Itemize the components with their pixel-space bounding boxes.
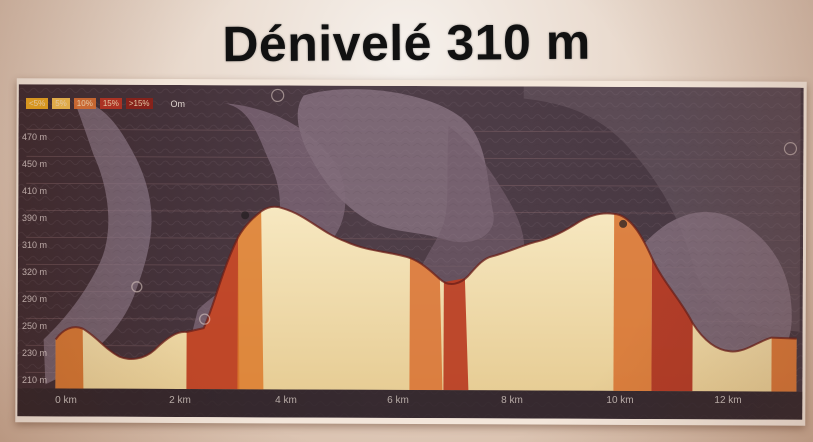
legend-chip-10: 10%	[73, 98, 96, 109]
y-tick-label: 390 m	[22, 213, 48, 223]
y-tick-label: 470 m	[22, 132, 48, 142]
x-tick-label: 8 km	[501, 395, 523, 406]
elevation-title: Dénivelé 310 m	[222, 13, 591, 73]
x-tick-label: 6 km	[387, 395, 409, 406]
slope-legend: <5% 5% 10% 15% >15% Om	[26, 98, 185, 109]
legend-chip-under-5: <5%	[26, 98, 49, 109]
y-axis-labels: 470 m 450 m 410 m 390 m 310 m 320 m 290 …	[20, 112, 54, 385]
y-tick-label: 290 m	[22, 294, 48, 304]
y-tick-label: 230 m	[22, 348, 48, 358]
x-tick-label: 12 km	[714, 395, 742, 406]
y-tick-label: 410 m	[22, 186, 48, 196]
elevation-chart	[17, 84, 804, 420]
y-tick-label: 310 m	[22, 240, 48, 250]
legend-end-label: Om	[170, 98, 186, 109]
legend-chip-5: 5%	[52, 98, 70, 109]
y-tick-label: 250 m	[22, 321, 48, 331]
y-tick-label: 450 m	[22, 159, 48, 169]
x-tick-label: 2 km	[169, 395, 191, 406]
y-tick-label: 320 m	[22, 267, 48, 277]
elevation-chart-svg	[17, 84, 804, 420]
legend-chip-15: 15%	[99, 98, 122, 109]
small-route-markers	[131, 88, 798, 325]
x-tick-label: 0 km	[55, 395, 77, 406]
legend-chip-over-15: >15%	[125, 98, 153, 109]
x-axis-labels: 0 km 2 km 4 km 6 km 8 km 10 km 12 km	[28, 395, 798, 415]
x-axis-band	[17, 388, 803, 420]
y-tick-label: 210 m	[22, 375, 48, 385]
x-tick-label: 10 km	[606, 395, 634, 406]
slope-colored-elevation-profile	[54, 205, 797, 392]
x-tick-label: 4 km	[275, 395, 297, 406]
